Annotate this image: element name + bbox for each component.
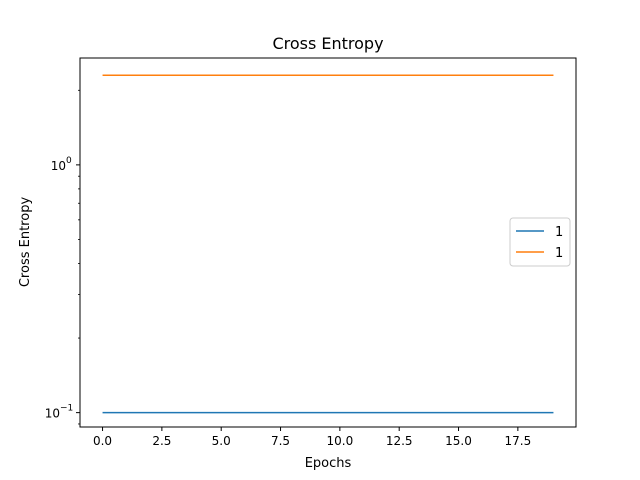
y-tick-base: 10 xyxy=(51,159,66,173)
x-tick-label: 17.5 xyxy=(504,434,531,448)
legend-box xyxy=(509,217,571,267)
y-axis-label: Cross Entropy xyxy=(18,197,33,288)
legend-label-2: 1 xyxy=(555,246,563,261)
x-axis: 0.0 2.5 5.0 7.5 10.0 12.5 15.0 17.5 xyxy=(93,427,531,448)
x-tick-label: 7.5 xyxy=(271,434,290,448)
y-tick-label: 10 0 xyxy=(51,156,72,173)
legend-label-1: 1 xyxy=(555,225,563,240)
plot-area xyxy=(79,57,577,428)
y-tick-exponent: 0 xyxy=(66,156,72,166)
x-tick-label: 0.0 xyxy=(93,434,112,448)
legend: 11 xyxy=(509,217,571,267)
x-tick-label: 5.0 xyxy=(212,434,231,448)
x-tick-label: 2.5 xyxy=(152,434,171,448)
x-tick-label: 15.0 xyxy=(445,434,472,448)
y-tick-exponent: −1 xyxy=(60,404,73,414)
x-tick-label: 10.0 xyxy=(327,434,354,448)
x-axis-label: Epochs xyxy=(305,456,352,471)
x-tick-label: 12.5 xyxy=(386,434,413,448)
y-tick-base: 10 xyxy=(45,407,60,421)
chart-title: Cross Entropy xyxy=(272,34,383,53)
axes-frame xyxy=(79,57,577,428)
y-tick-label: 10 −1 xyxy=(45,404,74,421)
